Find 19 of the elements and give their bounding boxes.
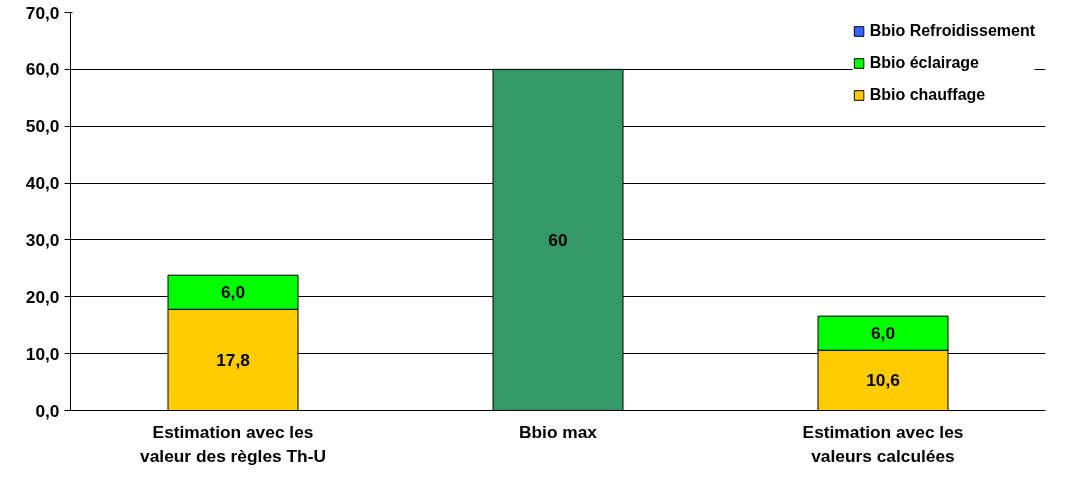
y-tick-label: 30,0 [25,229,60,250]
x-tick-label: Bbio max [519,421,598,442]
y-tick-label: 70,0 [25,2,60,23]
x-tick-label: Estimation avec les valeurs calculées [802,421,964,466]
y-tick-label: 10,0 [25,343,60,364]
y-tick-label: 0,0 [35,400,60,421]
y-tick-label: 20,0 [25,286,60,307]
data-label: 60 [548,229,568,250]
data-label: 10,6 [866,370,901,391]
y-tick-label: 60,0 [25,59,60,80]
y-tick-label: 40,0 [25,173,60,194]
data-label: 17,8 [216,349,251,370]
legend-label: Bbio chauffage [869,86,986,104]
x-tick-label: Estimation avec les valeur des règles Th-U [140,421,326,466]
data-label: 6,0 [870,323,896,344]
legend-label: Bbio Refroidissement [869,22,1035,40]
y-tick-label: 50,0 [25,116,60,137]
data-label: 6,0 [220,282,246,303]
legend-label: Bbio éclairage [869,54,980,72]
